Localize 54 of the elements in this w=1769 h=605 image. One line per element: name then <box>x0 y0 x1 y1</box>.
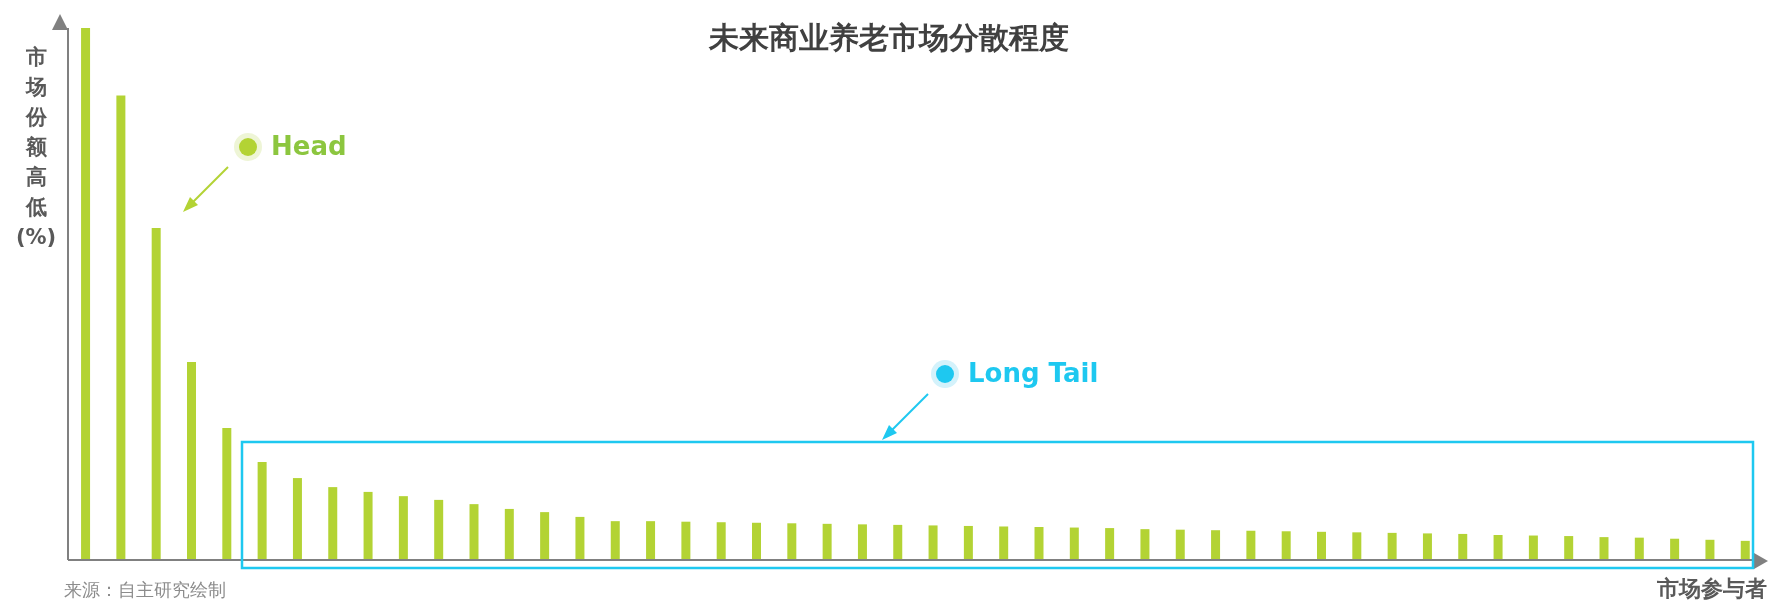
source-note: 来源：自主研究绘制 <box>64 578 226 602</box>
bar <box>928 525 938 560</box>
bar <box>222 428 232 560</box>
bar <box>1281 531 1291 560</box>
bar <box>681 521 691 560</box>
bar <box>151 228 161 560</box>
bar <box>610 521 620 560</box>
bar <box>363 491 373 560</box>
bar <box>398 496 408 560</box>
bar <box>1422 533 1432 560</box>
chart-title: 未来商业养老市场分散程度 <box>708 20 1069 55</box>
bar <box>857 524 867 560</box>
bar <box>893 524 903 560</box>
bar <box>1705 539 1715 560</box>
bar <box>646 521 656 560</box>
bar <box>540 512 550 560</box>
bar <box>1740 540 1750 560</box>
bar <box>1105 528 1115 560</box>
bar <box>1352 532 1362 560</box>
bar <box>999 526 1009 560</box>
annotation: Long Tail <box>968 358 1099 388</box>
bar <box>575 516 585 560</box>
bar <box>469 504 479 560</box>
bar <box>716 522 726 560</box>
bar <box>434 499 444 560</box>
bar <box>787 523 797 560</box>
bar <box>1564 536 1574 560</box>
bar <box>1458 533 1468 560</box>
bar <box>187 362 196 560</box>
bar <box>292 478 302 560</box>
y-axis-title: 市场份额高低(%) <box>14 44 58 251</box>
bar <box>822 523 832 560</box>
bar <box>1387 532 1397 560</box>
annotation: Head <box>271 131 347 161</box>
bar <box>257 462 267 560</box>
bar <box>1069 527 1079 560</box>
bar <box>1140 529 1150 560</box>
bar <box>328 487 338 560</box>
bar <box>504 508 514 560</box>
bar <box>1034 527 1044 560</box>
bar <box>1634 537 1644 560</box>
bar <box>1670 538 1680 560</box>
bar <box>1528 535 1538 560</box>
bar <box>81 28 91 560</box>
bar <box>116 95 126 560</box>
bar <box>1175 529 1185 560</box>
bar <box>1246 530 1256 560</box>
bar <box>963 525 973 560</box>
x-axis-title: 市场参与者 <box>1657 575 1767 603</box>
bar <box>1493 535 1503 560</box>
bar <box>752 522 761 560</box>
bar <box>1211 530 1221 560</box>
bar <box>1599 537 1609 560</box>
bar <box>1317 531 1326 560</box>
